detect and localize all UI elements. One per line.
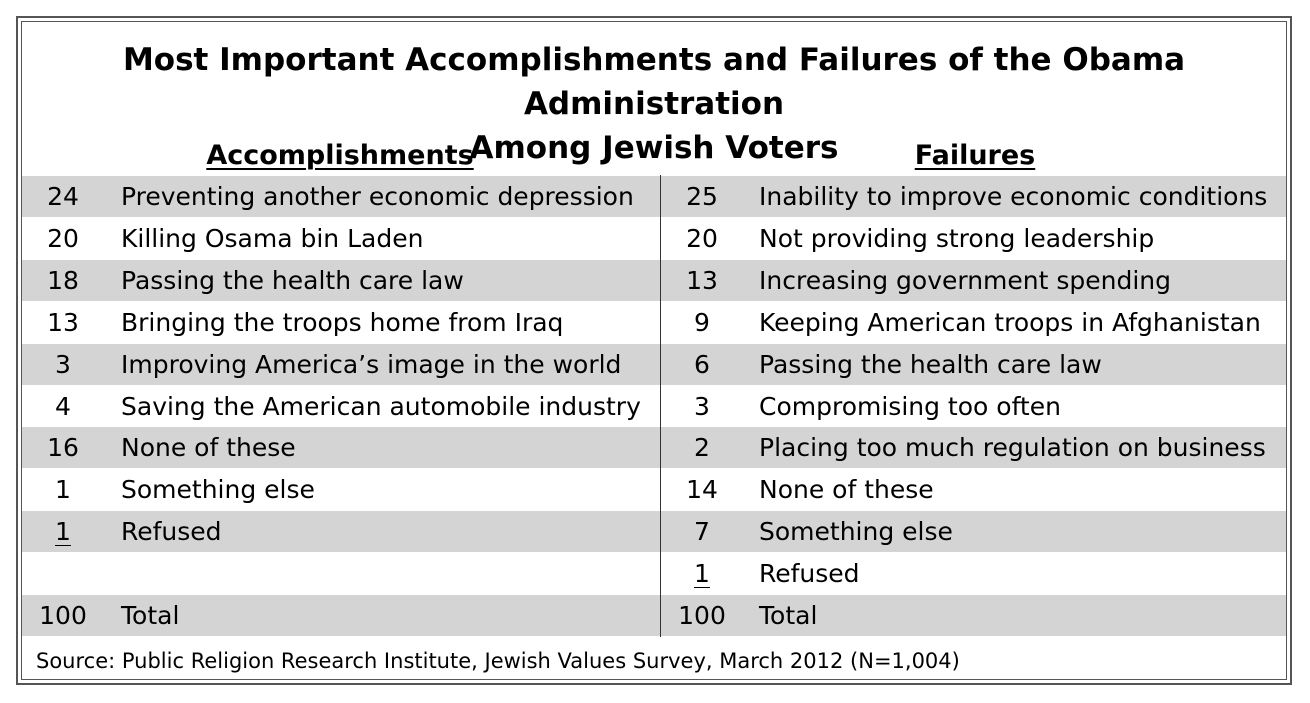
- failure-label: Something else: [759, 517, 953, 546]
- inner-frame: [21, 21, 1287, 680]
- failure-value: 7: [694, 517, 710, 546]
- failure-label: Refused: [759, 559, 860, 588]
- failure-label: Total: [759, 601, 818, 630]
- failure-value: 3: [694, 392, 710, 421]
- failure-label: Increasing government spending: [759, 266, 1172, 295]
- table-row: [22, 260, 1286, 301]
- table-row: [22, 176, 1286, 217]
- failure-label: Inability to improve economic conditions: [759, 182, 1268, 211]
- chart-title: Most Important Accomplishments and Failu…: [21, 38, 1287, 170]
- accomplishment-value: 18: [47, 266, 79, 295]
- accomplishment-value: 24: [47, 182, 79, 211]
- failure-value: 25: [686, 182, 718, 211]
- failure-value: 9: [694, 308, 710, 337]
- outer-frame: [16, 16, 1292, 685]
- accomplishment-label: Preventing another economic depression: [121, 182, 634, 211]
- table-row: [22, 511, 1286, 552]
- failures-header: Failures: [914, 140, 1036, 171]
- table-row: [22, 344, 1286, 385]
- table-row: [22, 595, 1286, 636]
- failure-value: 14: [686, 475, 718, 504]
- accomplishment-value: 20: [47, 224, 79, 253]
- accomplishment-value: [23, 553, 103, 594]
- source-note: Source: Public Religion Research Institu…: [36, 649, 960, 673]
- title-line-1: Most Important Accomplishments and Failu…: [122, 42, 1186, 122]
- accomplishment-label: Improving America’s image in the world: [121, 350, 622, 379]
- failure-label: Compromising too often: [759, 392, 1061, 421]
- accomplishment-value: 16: [47, 433, 79, 462]
- accomplishment-label: Bringing the troops home from Iraq: [121, 308, 564, 337]
- accomplishment-value: 13: [47, 308, 79, 337]
- accomplishment-value: 4: [55, 392, 71, 421]
- accomplishment-value: 1: [55, 475, 71, 504]
- accomplishment-value: 100: [39, 601, 87, 630]
- failure-label: None of these: [759, 475, 934, 504]
- failure-value: 2: [694, 433, 710, 462]
- accomplishment-label: Total: [121, 601, 180, 630]
- accomplishment-label: Passing the health care law: [121, 266, 464, 295]
- failure-value: 1: [694, 559, 710, 588]
- failure-label: Placing too much regulation on business: [759, 433, 1266, 462]
- table-row: [22, 427, 1286, 468]
- column-divider: [660, 175, 661, 637]
- table-row: [22, 553, 1286, 594]
- accomplishment-label: Refused: [121, 517, 222, 546]
- title-line-2: Among Jewish Voters: [469, 130, 839, 166]
- failure-value: 100: [678, 601, 726, 630]
- failure-label: Keeping American troops in Afghanistan: [759, 308, 1261, 337]
- accomplishment-label: Killing Osama bin Laden: [121, 224, 424, 253]
- accomplishment-label: Something else: [121, 475, 315, 504]
- failure-label: Not providing strong leadership: [759, 224, 1155, 253]
- failure-value: 20: [686, 224, 718, 253]
- failure-label: Passing the health care law: [759, 350, 1102, 379]
- accomplishment-label: Saving the American automobile industry: [121, 392, 641, 421]
- accomplishment-value: 1: [55, 517, 71, 546]
- accomplishments-header: Accomplishments: [206, 140, 474, 171]
- accomplishment-label: None of these: [121, 433, 296, 462]
- accomplishment-value: 3: [55, 350, 71, 379]
- failure-value: 6: [694, 350, 710, 379]
- failure-value: 13: [686, 266, 718, 295]
